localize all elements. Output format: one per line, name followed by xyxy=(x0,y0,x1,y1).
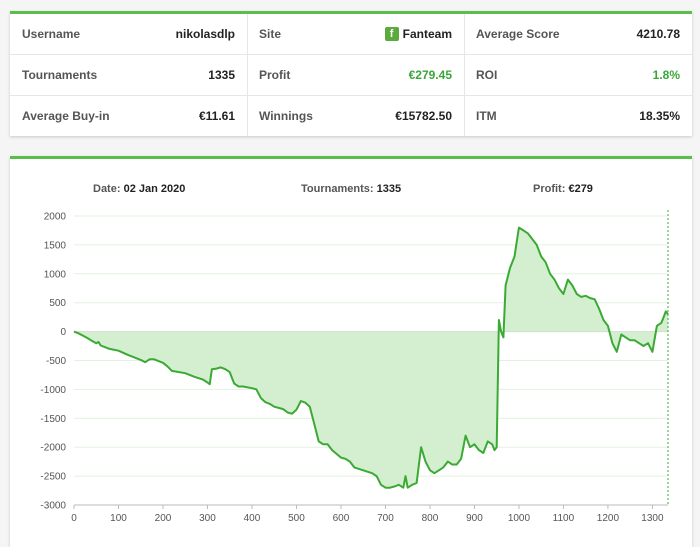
stat-label: Average Score xyxy=(476,27,560,41)
stat-value: 4210.78 xyxy=(636,27,680,41)
summary-value: 1335 xyxy=(376,183,402,195)
row-divider xyxy=(10,54,692,55)
stat-value: 1.8% xyxy=(652,68,680,82)
stat-value: €15782.50 xyxy=(395,109,452,123)
y-tick-label: 500 xyxy=(49,298,66,309)
summary-label: Tournaments: xyxy=(301,183,374,195)
stat-value: €279.45 xyxy=(408,68,452,82)
stat-label: Average Buy-in xyxy=(22,109,110,123)
stat-label: Winnings xyxy=(259,109,313,123)
y-tick-label: 1500 xyxy=(44,240,67,251)
stat-tournaments: Tournaments 1335 xyxy=(10,55,247,95)
y-tick-label: -1500 xyxy=(40,414,66,425)
stat-username: Username nikolasdlp xyxy=(10,14,247,54)
stat-label: ITM xyxy=(476,109,497,123)
site-value: f Fanteam xyxy=(384,27,452,41)
stats-panel: Username nikolasdlp Site f Fanteam Avera… xyxy=(10,11,692,136)
stat-label: ROI xyxy=(476,68,498,82)
stat-label: Tournaments xyxy=(22,68,98,82)
stat-average-buyin: Average Buy-in €11.61 xyxy=(10,96,247,136)
y-tick-label: -1000 xyxy=(40,385,66,396)
x-tick-label: 1000 xyxy=(508,513,531,524)
y-tick-label: 0 xyxy=(60,327,66,338)
x-tick-label: 700 xyxy=(377,513,394,524)
stat-site: Site f Fanteam xyxy=(247,14,464,54)
fanteam-logo-icon: f xyxy=(384,27,399,41)
column-divider xyxy=(247,14,248,136)
x-tick-label: 300 xyxy=(199,513,216,524)
summary-profit: Profit: €279 xyxy=(533,183,593,195)
profit-area xyxy=(74,227,668,488)
stat-value: 18.35% xyxy=(639,109,680,123)
x-tick-label: 600 xyxy=(333,513,350,524)
profit-line xyxy=(73,226,669,489)
summary-tournaments: Tournaments: 1335 xyxy=(301,183,401,195)
profit-chart-panel: Date: 02 Jan 2020 Tournaments: 1335 Prof… xyxy=(10,156,692,547)
y-tick-label: -500 xyxy=(46,356,66,367)
stat-winnings: Winnings €15782.50 xyxy=(247,96,464,136)
row-divider xyxy=(10,95,692,96)
x-tick-label: 500 xyxy=(288,513,305,524)
y-tick-label: -3000 xyxy=(40,501,66,512)
x-tick-label: 1200 xyxy=(597,513,620,524)
summary-value: €279 xyxy=(568,183,593,195)
x-tick-label: 100 xyxy=(110,513,127,524)
summary-date: Date: 02 Jan 2020 xyxy=(93,183,185,195)
summary-label: Profit: xyxy=(533,183,566,195)
stat-label: Profit xyxy=(259,68,291,82)
stat-average-score: Average Score 4210.78 xyxy=(464,14,692,54)
y-tick-label: -2500 xyxy=(40,472,66,483)
x-tick-label: 0 xyxy=(71,513,77,524)
stat-value: Fanteam xyxy=(402,27,452,41)
x-tick-label: 1300 xyxy=(641,513,664,524)
stat-roi: ROI 1.8% xyxy=(464,55,692,95)
x-tick-label: 800 xyxy=(422,513,439,524)
y-tick-label: 2000 xyxy=(44,212,67,223)
stat-value: nikolasdlp xyxy=(175,27,235,41)
y-tick-label: -2000 xyxy=(40,443,66,454)
x-tick-label: 400 xyxy=(244,513,261,524)
y-tick-label: 1000 xyxy=(44,269,67,280)
x-tick-label: 1100 xyxy=(553,513,575,524)
x-tick-label: 200 xyxy=(155,513,172,524)
stat-itm: ITM 18.35% xyxy=(464,96,692,136)
stat-label: Site xyxy=(259,27,282,41)
summary-value: 02 Jan 2020 xyxy=(123,183,186,195)
stat-label: Username xyxy=(22,27,81,41)
stat-value: 1335 xyxy=(208,68,235,82)
x-tick-label: 900 xyxy=(466,513,483,524)
stat-value: €11.61 xyxy=(198,109,235,123)
summary-label: Date: xyxy=(93,183,121,195)
stat-profit: Profit €279.45 xyxy=(247,55,464,95)
column-divider xyxy=(464,14,465,136)
profit-chart[interactable]: 2000150010005000-500-1000-1500-2000-2500… xyxy=(10,159,692,547)
